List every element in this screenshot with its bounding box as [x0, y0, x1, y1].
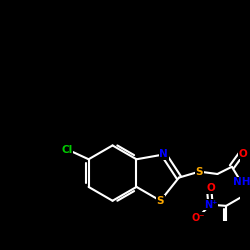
Text: O: O — [206, 183, 215, 193]
Text: S: S — [157, 196, 164, 206]
Text: S: S — [196, 166, 203, 176]
Text: N⁺: N⁺ — [204, 200, 217, 210]
Text: NH: NH — [233, 178, 250, 188]
Text: O: O — [239, 148, 248, 158]
Text: O⁻: O⁻ — [192, 213, 205, 223]
Text: N: N — [159, 150, 168, 160]
Text: Cl: Cl — [61, 145, 72, 155]
